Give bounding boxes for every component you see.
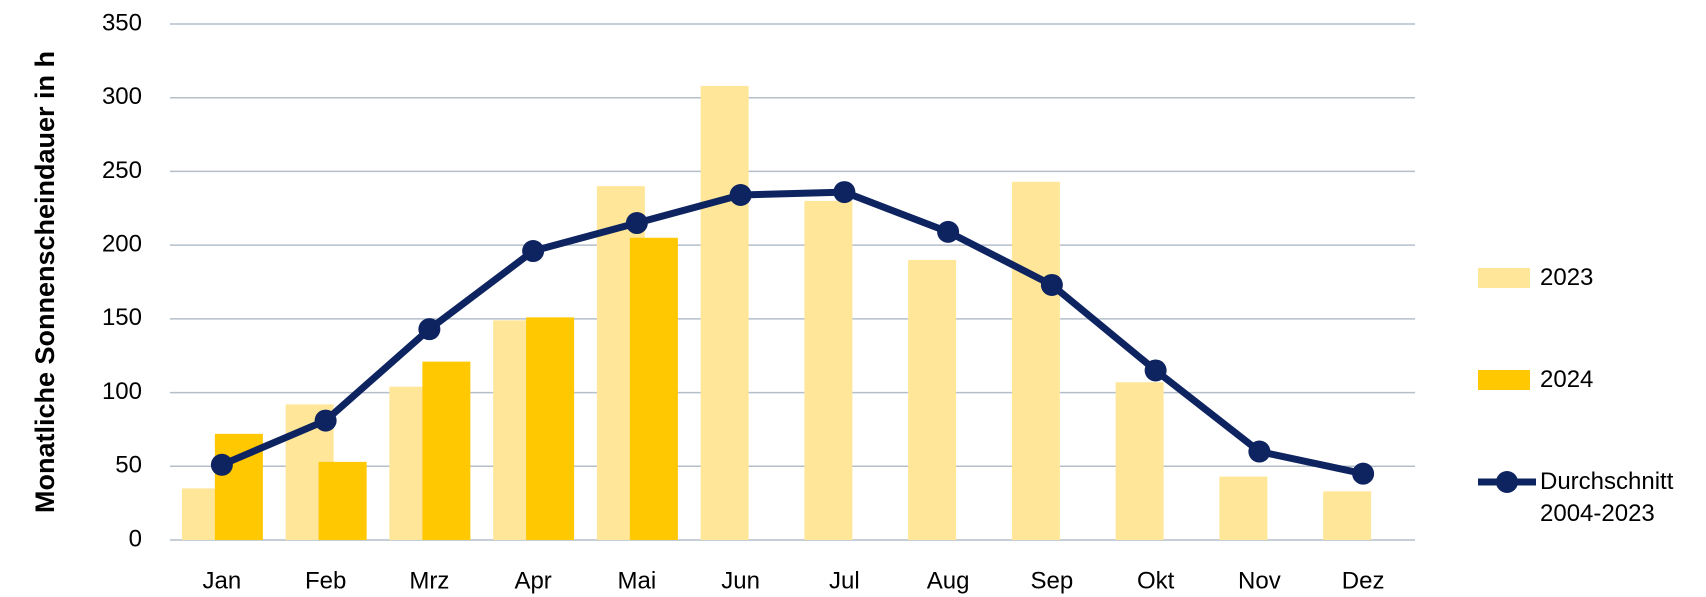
x-tick-label: Mai (618, 567, 657, 594)
line-marker (937, 220, 960, 243)
y-tick-label: 0 (129, 525, 142, 552)
bar (1115, 382, 1164, 540)
y-axis-title: Monatliche Sonnenscheindauer in h (30, 50, 60, 514)
legend-label: 2024 (1540, 366, 1594, 393)
line-marker (1144, 359, 1167, 382)
line-marker (729, 184, 752, 207)
legend-marker (1496, 471, 1518, 493)
bar (908, 259, 957, 540)
line-marker (314, 409, 337, 432)
line-marker (625, 212, 648, 235)
bar (1219, 476, 1268, 540)
x-tick-label: Okt (1137, 567, 1175, 594)
bar (629, 237, 678, 540)
y-tick-label: 350 (102, 9, 142, 36)
line-marker (833, 181, 856, 204)
legend-swatch (1478, 268, 1530, 288)
x-tick-label: Jun (721, 567, 760, 594)
line (220, 188, 1364, 478)
x-tick-label: Nov (1238, 567, 1281, 594)
bar (318, 461, 367, 540)
bar (804, 200, 853, 540)
x-tick-label: Jul (829, 567, 860, 594)
bar (526, 317, 575, 540)
x-tick-label: Aug (927, 567, 970, 594)
line-marker (418, 318, 441, 341)
legend-label: Durchschnitt 2004-2023 (1540, 468, 1674, 527)
y-tick-label: 200 (102, 230, 142, 257)
x-tick-label: Mrz (409, 567, 449, 594)
line-marker (522, 240, 545, 263)
y-tick-label: 100 (102, 378, 142, 405)
bar (422, 361, 471, 540)
legend-label: 2023 (1540, 264, 1594, 291)
x-tick-label: Dez (1342, 567, 1385, 594)
bar (1011, 181, 1060, 540)
x-tick-label: Jan (203, 567, 242, 594)
line-marker (210, 453, 233, 476)
y-tick-label: 150 (102, 304, 142, 331)
bar (700, 85, 749, 541)
x-tick-label: Apr (514, 567, 551, 594)
bar (1323, 491, 1372, 540)
y-tick-label: 50 (115, 452, 142, 479)
y-tick-label: 300 (102, 83, 142, 110)
legend-swatch (1478, 370, 1530, 390)
x-tick-label: Sep (1031, 567, 1074, 594)
line-marker (1248, 440, 1271, 463)
line-marker (1352, 462, 1375, 485)
x-tick-label: Feb (305, 567, 346, 594)
line-marker (1040, 273, 1063, 296)
y-tick-label: 250 (102, 157, 142, 184)
